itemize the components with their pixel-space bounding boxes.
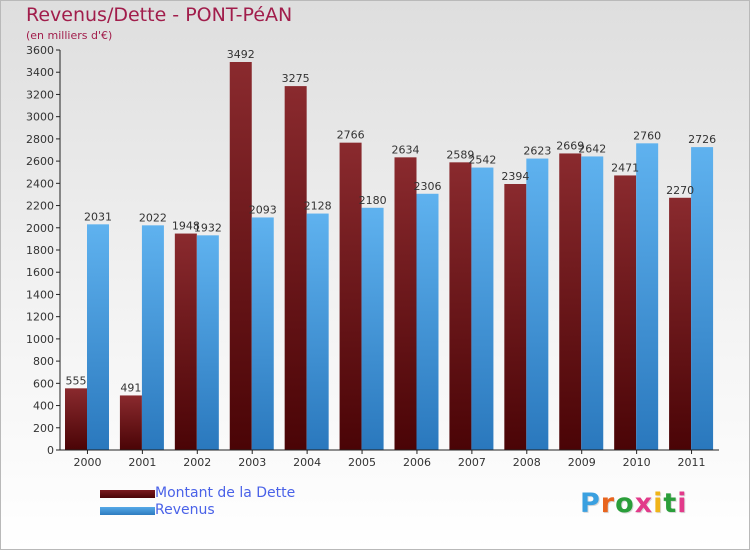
x-tick-label-2003: 2003	[238, 456, 266, 469]
x-tick-label-2011: 2011	[678, 456, 706, 469]
bar-dette-2007	[449, 162, 472, 451]
y-tick-label-0: 0	[47, 444, 54, 457]
logo-letter: i	[677, 488, 688, 519]
x-tick-label-2004: 2004	[293, 456, 321, 469]
value-label-dette-2005: 2766	[337, 129, 365, 142]
y-tick-label-800: 800	[33, 355, 54, 368]
x-tick-label-2000: 2000	[73, 456, 101, 469]
value-label-revenus-2009: 2642	[578, 142, 606, 155]
y-tick-label-3200: 3200	[26, 88, 54, 101]
value-label-revenus-2000: 2031	[84, 210, 112, 223]
legend-label-dette: Montant de la Dette	[155, 485, 296, 501]
bar-dette-2010	[614, 175, 637, 450]
x-tick-label-2005: 2005	[348, 456, 376, 469]
bar-revenus-2005	[361, 207, 384, 450]
logo-letter: P	[580, 488, 601, 519]
y-tick-label-2200: 2200	[26, 200, 54, 213]
value-label-revenus-2002: 1932	[194, 221, 222, 234]
bar-dette-2000	[65, 388, 87, 450]
bar-revenus-2003	[251, 217, 274, 450]
bar-revenus-2009	[581, 156, 604, 450]
bar-dette-2006	[394, 157, 417, 451]
value-label-revenus-2011: 2726	[688, 133, 716, 146]
x-tick-label-2010: 2010	[623, 456, 651, 469]
bar-revenus-2006	[416, 193, 439, 450]
x-tick-label-2009: 2009	[568, 456, 596, 469]
chart-title: Revenus/Dette - PONT-PéAN	[26, 4, 293, 26]
bar-revenus-2011	[691, 147, 714, 450]
value-label-revenus-2001: 2022	[139, 211, 167, 224]
value-label-revenus-2007: 2542	[468, 154, 496, 167]
logo-letter: t	[663, 488, 678, 519]
value-label-revenus-2008: 2623	[523, 145, 551, 158]
y-tick-label-3000: 3000	[26, 111, 54, 124]
logo-letter: o	[615, 488, 635, 519]
y-tick-label-2400: 2400	[26, 177, 54, 190]
value-label-dette-2000: 555	[66, 374, 87, 387]
y-tick-label-2600: 2600	[26, 155, 54, 168]
value-label-dette-2008: 2394	[501, 170, 529, 183]
y-tick-label-600: 600	[33, 377, 54, 390]
value-label-dette-2003: 3492	[227, 48, 255, 61]
y-tick-label-400: 400	[33, 400, 54, 413]
chart-subtitle: (en milliers d'€)	[26, 29, 113, 42]
value-label-revenus-2005: 2180	[359, 194, 387, 207]
x-tick-label-2006: 2006	[403, 456, 431, 469]
bar-revenus-2004	[306, 213, 329, 450]
x-tick-label-2002: 2002	[183, 456, 211, 469]
value-label-dette-2007: 2589	[446, 148, 474, 161]
y-tick-label-2800: 2800	[26, 133, 54, 146]
bar-revenus-2001	[141, 225, 164, 450]
bar-revenus-2000	[87, 224, 109, 450]
value-label-revenus-2006: 2306	[414, 180, 442, 193]
y-tick-label-3400: 3400	[26, 66, 54, 79]
legend-label-revenus: Revenus	[155, 502, 215, 518]
value-label-dette-2001: 491	[120, 381, 141, 394]
y-tick-label-1200: 1200	[26, 311, 54, 324]
legend-swatch-revenus	[100, 507, 155, 515]
value-label-dette-2002: 1948	[172, 220, 200, 233]
bar-dette-2009	[559, 153, 582, 450]
bar-dette-2003	[229, 62, 252, 450]
y-tick-label-200: 200	[33, 422, 54, 435]
value-label-revenus-2003: 2093	[249, 203, 277, 216]
value-label-dette-2010: 2471	[611, 161, 639, 174]
y-tick-label-1600: 1600	[26, 266, 54, 279]
logo-letter: r	[600, 488, 616, 519]
bar-dette-2004	[284, 86, 307, 450]
x-tick-label-2008: 2008	[513, 456, 541, 469]
value-label-dette-2006: 2634	[392, 143, 420, 156]
proxiti-logo: Proxiti	[580, 488, 688, 519]
value-label-dette-2011: 2270	[666, 184, 694, 197]
value-label-revenus-2004: 2128	[304, 200, 332, 213]
bar-dette-2011	[669, 197, 692, 450]
logo-letter: x	[634, 488, 654, 519]
bar-revenus-2008	[526, 158, 549, 451]
bar-revenus-2010	[636, 143, 659, 451]
legend-swatch-dette	[100, 490, 155, 498]
bar-dette-2001	[119, 395, 142, 450]
y-tick-label-2000: 2000	[26, 222, 54, 235]
x-tick-label-2007: 2007	[458, 456, 486, 469]
bar-revenus-2002	[196, 235, 219, 450]
bar-revenus-2007	[471, 167, 494, 451]
logo-letter: i	[653, 488, 664, 519]
y-tick-label-1800: 1800	[26, 244, 54, 257]
y-tick-label-1400: 1400	[26, 288, 54, 301]
bar-dette-2008	[504, 184, 527, 450]
value-label-revenus-2010: 2760	[633, 129, 661, 142]
value-label-dette-2004: 3275	[282, 72, 310, 85]
bar-dette-2002	[174, 233, 197, 450]
y-tick-label-3600: 3600	[26, 44, 54, 57]
x-tick-label-2001: 2001	[128, 456, 156, 469]
y-tick-label-1000: 1000	[26, 333, 54, 346]
bar-dette-2005	[339, 142, 362, 450]
value-label-dette-2009: 2669	[556, 139, 584, 152]
